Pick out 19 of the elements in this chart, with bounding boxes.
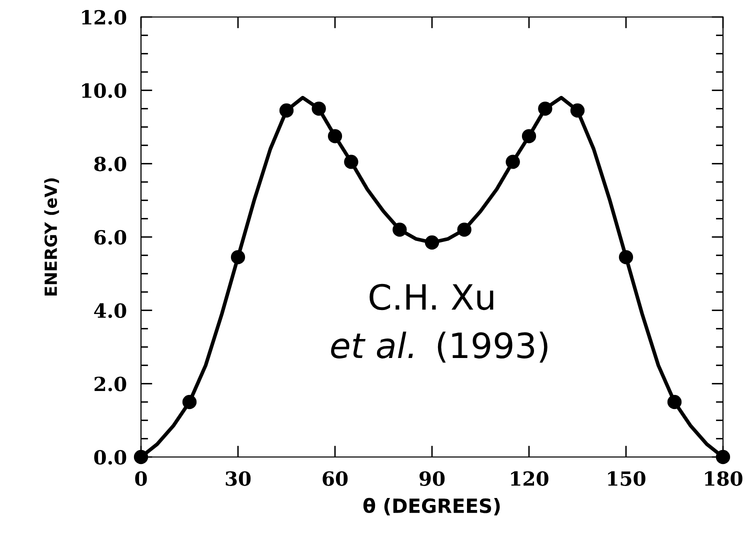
annotation: C.H. Xu bbox=[370, 284, 494, 310]
x-tick-label: 150 bbox=[608, 471, 646, 486]
x-tick-label: 180 bbox=[705, 471, 742, 486]
y-tick-label: 10.0 bbox=[82, 83, 126, 98]
x-tick-label: 120 bbox=[511, 471, 548, 486]
y-axis-title: ENERGY (eV) bbox=[44, 178, 60, 296]
x-tick-label: 60 bbox=[322, 471, 348, 486]
annotation: et al. bbox=[331, 332, 413, 358]
x-tick-label: 0 bbox=[135, 471, 147, 486]
y-tick-label: 6.0 bbox=[94, 230, 126, 245]
y-tick-label: 4.0 bbox=[94, 303, 126, 318]
y-tick-label: 12.0 bbox=[82, 10, 126, 25]
x-tick-label: 30 bbox=[226, 471, 251, 486]
annotation: (1993) bbox=[438, 332, 548, 363]
y-tick-label: 2.0 bbox=[94, 376, 126, 392]
y-tick-label: 8.0 bbox=[94, 156, 126, 172]
x-tick-label: 90 bbox=[420, 471, 445, 486]
x-axis-title: θ (DEGREES) bbox=[363, 498, 500, 516]
y-tick-label: 0.0 bbox=[94, 450, 126, 465]
